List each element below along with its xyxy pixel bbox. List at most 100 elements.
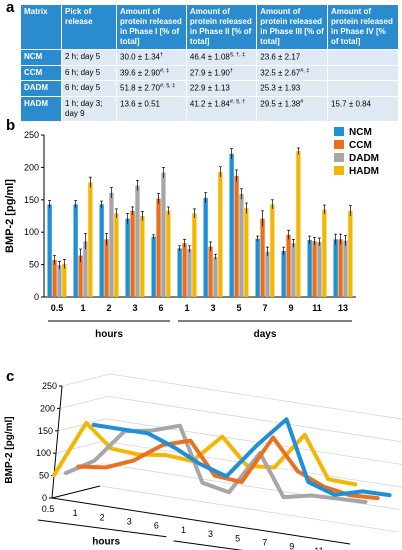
release-table: Matrix Pick of release Amount of protein… [20, 4, 399, 122]
x-tick-label: 3 [210, 303, 215, 313]
x-tick-label: 11 [314, 546, 323, 550]
phase-2-cell: 46.4 ± 1.08§, †, ‡ [185, 49, 258, 66]
x-group-bracket [37, 519, 167, 538]
panel-label-b: b [6, 117, 16, 134]
x-tick-label: 1 [181, 525, 186, 535]
x-tick-label: 2 [100, 512, 105, 522]
series-line-dadm [64, 423, 368, 504]
grid-line [61, 373, 402, 420]
bar-ccm [78, 255, 83, 297]
x-group-label: hours [92, 536, 120, 547]
bar-ccm [52, 260, 57, 297]
bar-hadm [62, 263, 67, 297]
legend-label: HADM [349, 166, 379, 177]
y-tick-label: 250 [24, 130, 39, 140]
phase-4-cell: 15.7 ± 0.84 [327, 95, 399, 122]
x-tick-label: 9 [288, 303, 293, 313]
legend-label: CCM [349, 140, 372, 151]
header-pick: Pick of release [61, 4, 117, 50]
grid-line [59, 395, 402, 443]
legend-label: DADM [349, 153, 379, 164]
bar-ncm [229, 153, 234, 297]
phase-4-cell [327, 80, 399, 97]
y-tick-label: 100 [24, 227, 39, 237]
y-tick-label: 0 [42, 493, 47, 503]
bar-hadm [322, 209, 327, 297]
bar-hadm [88, 182, 93, 297]
bar-ccm [312, 241, 317, 297]
panel-label-a: a [6, 0, 15, 16]
legend-label: NCM [349, 127, 372, 138]
series-line-hadm [52, 420, 358, 487]
bar-hadm [140, 216, 145, 297]
bar-ccm [156, 198, 161, 297]
x-tick-label: 9 [289, 542, 294, 550]
legend-swatch [334, 127, 344, 136]
bar-ccm [234, 175, 239, 297]
y-axis-line [51, 385, 63, 499]
x-tick-label: 3 [208, 529, 213, 539]
table-row: NCM 2 h; day 5 30.0 ± 1.34† 46.4 ± 1.08§… [20, 49, 399, 66]
bar-ncm [99, 204, 104, 297]
phase-3-cell: 29.5 ± 1.38# [256, 95, 329, 122]
matrix-cell: HADM [20, 95, 62, 122]
bar-ccm [208, 246, 213, 297]
bar-dadm [57, 265, 62, 297]
bar-hadm [218, 171, 223, 297]
bar-ccm [104, 239, 109, 297]
bar-dadm [343, 240, 348, 297]
bar-ncm [177, 248, 182, 297]
phase-2-cell: 27.9 ± 1.90† [185, 64, 258, 82]
x-tick-label: 1 [80, 303, 85, 313]
bar-hadm [114, 213, 119, 297]
y-tick-label: 0 [34, 292, 39, 302]
x-tick-label: 0.5 [42, 504, 55, 514]
y-tick-label: 150 [24, 195, 39, 205]
y-tick-label: 50 [29, 260, 39, 270]
bar-hadm [270, 204, 275, 297]
x-tick-label: 11 [312, 303, 322, 313]
y-axis-title: BMP-2 [pg/ml] [4, 179, 16, 253]
phase-4-cell [327, 49, 399, 66]
bar-ncm [333, 239, 338, 297]
bar-dadm [187, 249, 192, 297]
x-tick-label: 5 [235, 533, 240, 543]
bar-hadm [348, 210, 353, 297]
header-matrix: Matrix [20, 4, 62, 50]
header-phase-1: Amount of protein released in Phase I [%… [116, 4, 187, 50]
phase-2-cell: 41.2 ± 1.84#, §, † [185, 95, 258, 122]
x-tick-label: 6 [158, 303, 163, 313]
series-line-ccm [76, 435, 380, 501]
x-tick-label: 1 [184, 303, 189, 313]
pick-cell: 1 h; day 3; day 9 [61, 95, 117, 122]
header-phase-4: Amount of protein released in Phase IV [… [327, 4, 399, 50]
bar-dadm [83, 241, 88, 297]
bar-dadm [239, 193, 244, 297]
x-group-bracket [173, 540, 244, 550]
phase-1-cell: 51.8 ± 2.70#, §, ‡ [116, 80, 187, 97]
bar-dadm [291, 243, 296, 297]
phase-2-cell: 22.9 ± 1.13 [185, 80, 258, 97]
table-row: HADM 1 h; day 3; day 9 13.6 ± 0.51 41.2 … [20, 95, 399, 122]
bar-ncm [47, 204, 52, 297]
y-tick-label: 200 [24, 162, 39, 172]
y-axis-title: BMP-2 [pg/ml] [4, 416, 15, 483]
header-phase-3: Amount of protein released in Phase III … [256, 4, 329, 50]
legend-swatch [334, 166, 344, 175]
bar-ccm [260, 218, 265, 297]
y-tick-label: 100 [36, 448, 51, 458]
header-phase-2: Amount of protein released in Phase II [… [185, 4, 258, 50]
bar-ncm [307, 239, 312, 297]
bar-hadm [296, 151, 301, 297]
y-tick-label: 150 [38, 426, 53, 436]
bar-ccm [286, 234, 291, 297]
bar-ncm [203, 197, 208, 297]
matrix-cell: DADM [20, 80, 62, 97]
bar-ncm [151, 236, 156, 297]
pick-cell: 2 h; day 5 [61, 49, 117, 66]
series-line-ncm [91, 417, 392, 498]
x-tick-label: 0.5 [51, 303, 64, 313]
x-tick-label: 3 [127, 517, 132, 527]
bar-dadm [213, 256, 218, 297]
bar-hadm [192, 213, 197, 297]
